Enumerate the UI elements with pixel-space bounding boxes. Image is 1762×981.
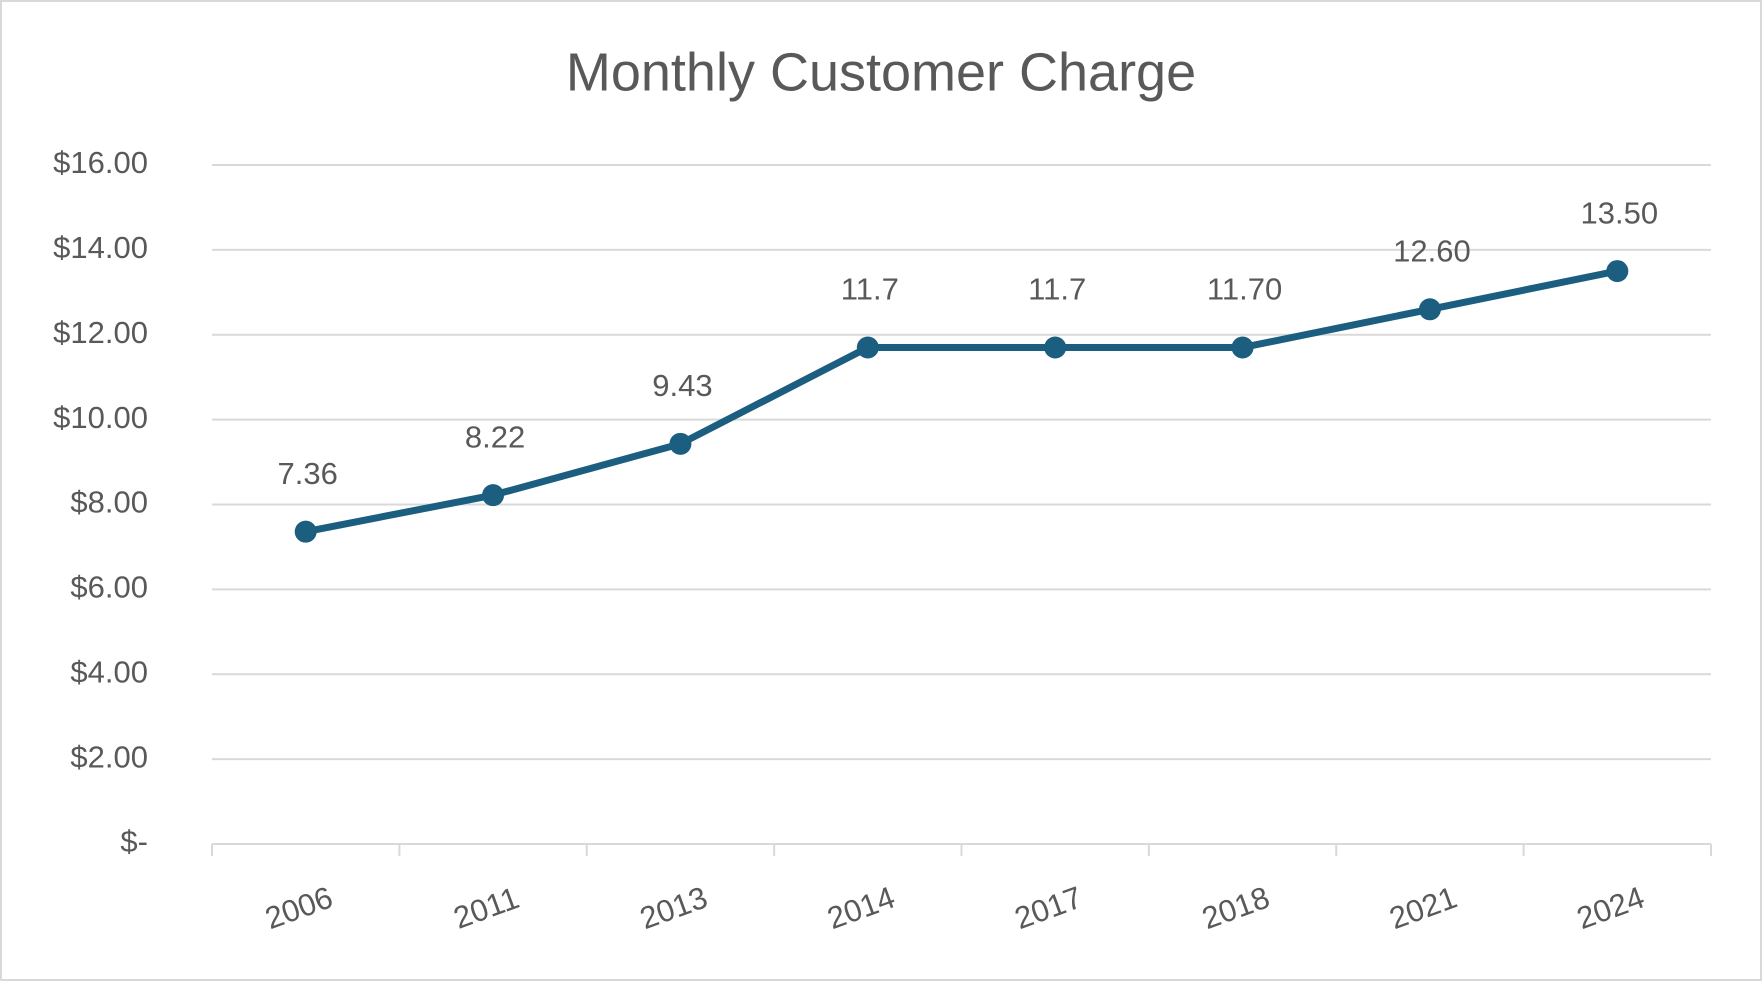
marker bbox=[294, 520, 317, 543]
data-label: 11.7 bbox=[841, 272, 899, 307]
marker bbox=[856, 336, 879, 359]
y-tick-label: $8.00 bbox=[70, 485, 148, 520]
data-label: 8.22 bbox=[465, 419, 525, 454]
data-label: 7.36 bbox=[278, 456, 338, 491]
marker bbox=[669, 432, 692, 455]
y-tick-label: $6.00 bbox=[70, 570, 148, 605]
marker bbox=[1418, 298, 1441, 321]
line bbox=[305, 267, 1619, 536]
y-tick-label: $10.00 bbox=[53, 400, 148, 435]
y-tick-label: $2.00 bbox=[70, 739, 148, 774]
marker bbox=[1606, 260, 1629, 283]
y-tick-label: $12.00 bbox=[53, 315, 148, 350]
chart-title: Monthly Customer Charge bbox=[566, 42, 1196, 102]
data-label: 9.43 bbox=[652, 368, 712, 403]
marker bbox=[482, 484, 505, 507]
marker bbox=[1231, 336, 1254, 359]
marker bbox=[1044, 336, 1067, 359]
y-tick-label: $4.00 bbox=[70, 654, 148, 689]
y-tick-label: $- bbox=[120, 824, 148, 859]
data-label: 13.50 bbox=[1581, 195, 1659, 230]
data-label: 11.7 bbox=[1028, 272, 1086, 307]
data-label: 11.70 bbox=[1207, 272, 1282, 307]
y-tick-label: $14.00 bbox=[53, 230, 148, 265]
y-tick-label: $16.00 bbox=[53, 145, 148, 180]
data-label: 12.60 bbox=[1393, 233, 1471, 268]
